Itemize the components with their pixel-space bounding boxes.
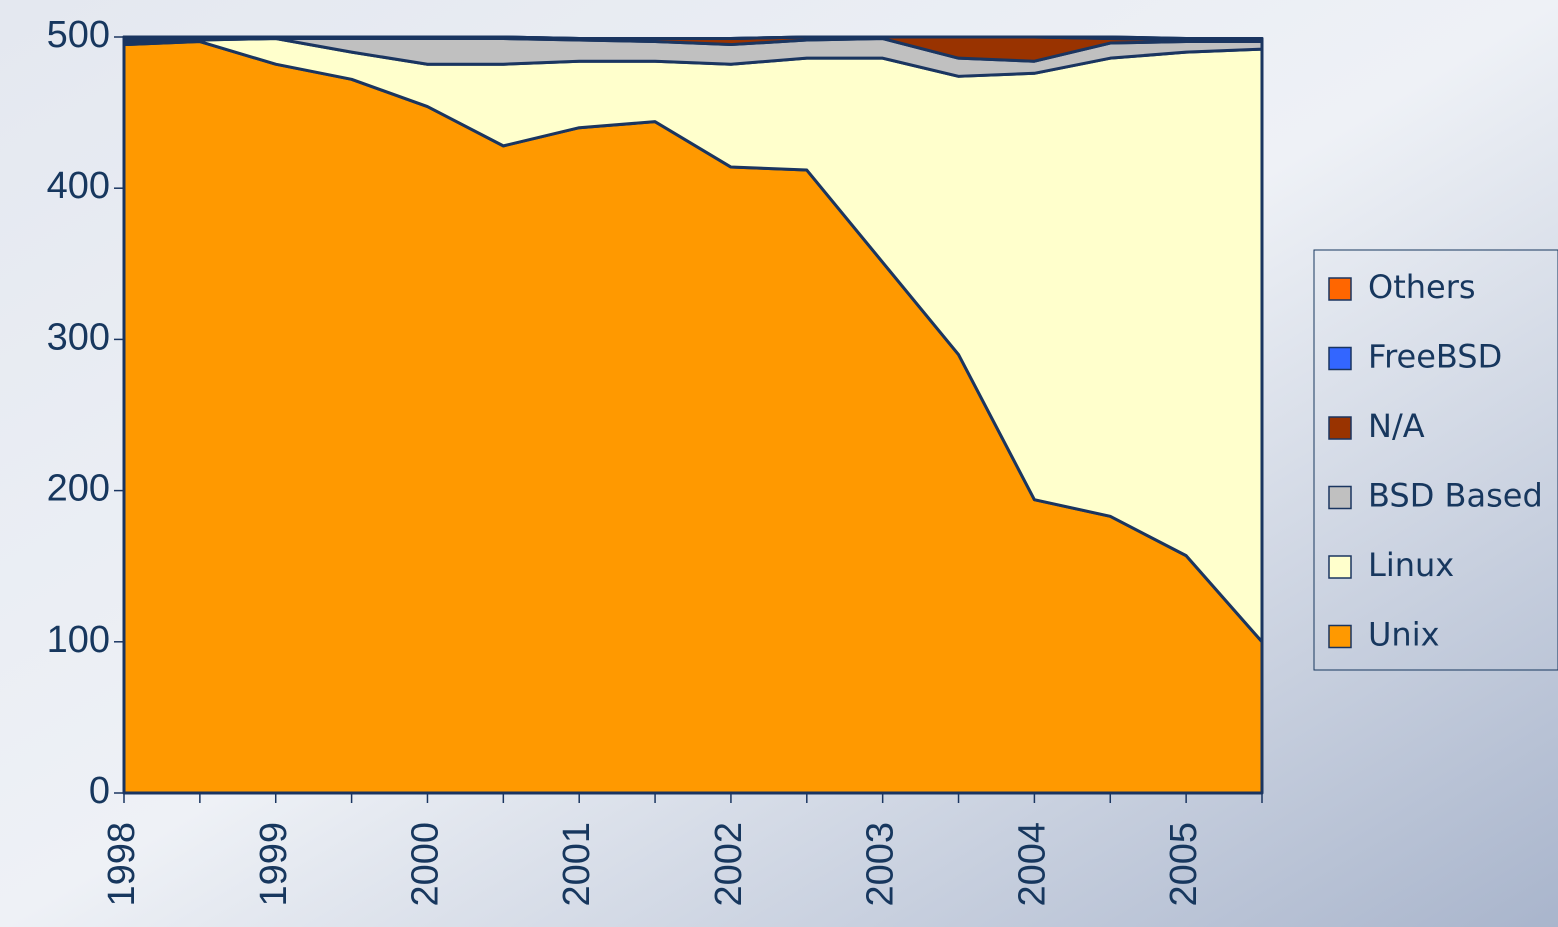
legend-swatch [1328,277,1352,301]
y-tick-label: 100 [47,619,110,661]
x-tick-label: 2005 [1163,822,1205,907]
legend-label: BSD Based [1368,477,1543,515]
x-tick-label: 2003 [860,822,902,907]
x-tick-label: 2004 [1011,822,1053,907]
y-tick-label: 400 [47,165,110,207]
y-tick-label: 200 [47,468,110,510]
legend-swatch [1328,555,1352,579]
x-tick-label: 1998 [101,822,143,907]
legend-label: Unix [1368,616,1440,654]
legend-swatch [1328,346,1352,371]
legend-label: FreeBSD [1368,338,1502,376]
area [122,35,1264,41]
legend-swatch [1328,624,1352,649]
legend-box [1313,249,1558,671]
y-tick-label: 500 [47,14,110,56]
y-tick-label: 0 [89,770,110,812]
x-tick-label: 2001 [556,822,598,907]
legend-label: N/A [1368,407,1425,445]
legend-label: Linux [1368,546,1454,584]
x-tick-label: 2000 [404,822,446,907]
legend-swatch [1328,416,1352,440]
legend-label: Others [1368,268,1476,306]
y-tick-label: 300 [47,316,110,358]
x-tick-label: 2002 [708,822,750,907]
legend-swatch [1328,485,1352,510]
x-tick-label: 1999 [253,822,295,907]
